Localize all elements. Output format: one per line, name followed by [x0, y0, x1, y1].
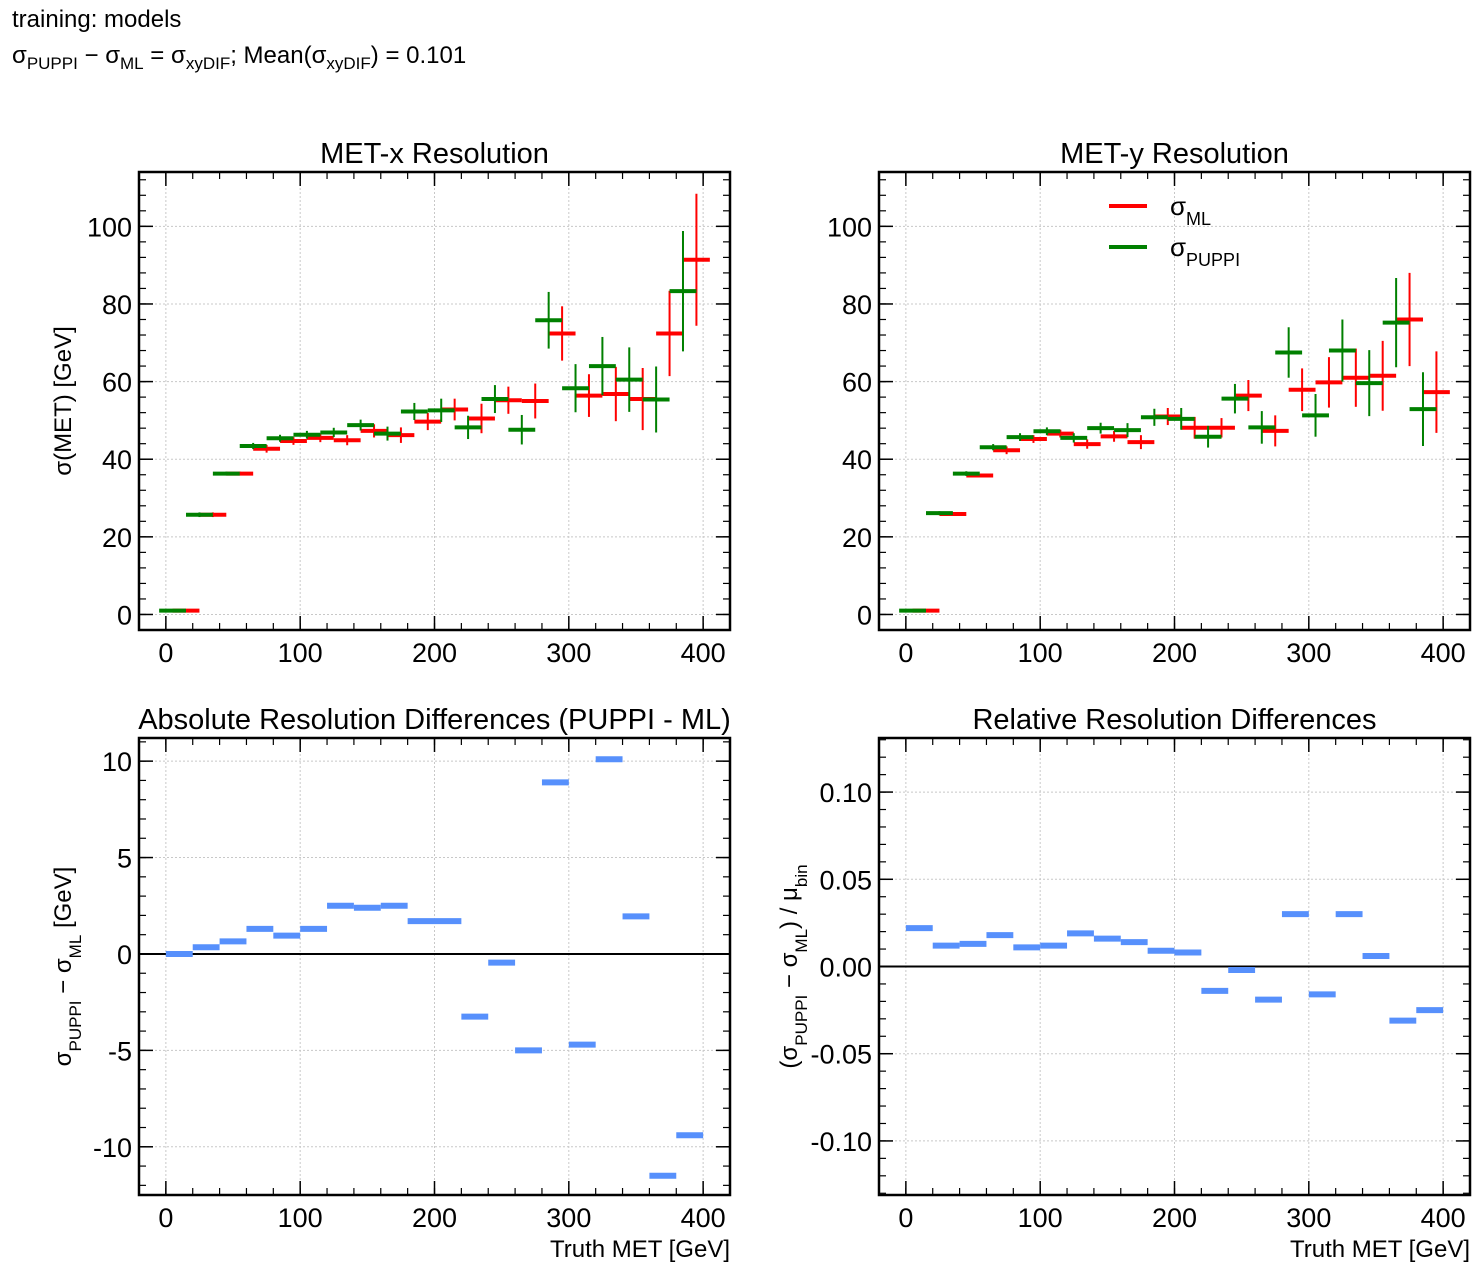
panel-metx-resolution: 0 100 200 300 400 0 20 40 60 80 100 MET-x Resolutio… — [50, 138, 732, 668]
x-tick-label: 200 — [412, 638, 457, 668]
y-tick-label: -0.10 — [810, 1127, 872, 1157]
y-tick-label: 5 — [117, 844, 132, 874]
x-tick-label: 0 — [898, 638, 913, 668]
y-axis-label: σPUPPI − σML [GeV] — [50, 867, 85, 1067]
x-tick-label: 200 — [1152, 638, 1197, 668]
y-tick-label: -5 — [108, 1036, 132, 1066]
panel-title: MET-x Resolution — [320, 138, 549, 170]
y-tick-label: 20 — [102, 523, 132, 553]
y-tick-label: 60 — [842, 368, 872, 398]
y-tick-label: 0.05 — [819, 865, 872, 895]
legend-label-puppi: σPUPPI — [1170, 232, 1240, 270]
x-tick-label: 0 — [158, 1203, 173, 1233]
y-tick-label: 100 — [827, 212, 872, 242]
y-tick-label: -10 — [93, 1133, 132, 1163]
x-tick-label: 300 — [1286, 638, 1331, 668]
x-tick-label: 300 — [1286, 1203, 1331, 1233]
y-tick-label: 0.10 — [819, 778, 872, 808]
y-tick-label: 60 — [102, 368, 132, 398]
x-tick-label: 400 — [681, 1203, 726, 1233]
y-tick-label: 0 — [117, 600, 132, 630]
x-axis-label: Truth MET [GeV] — [1290, 1236, 1470, 1263]
panel-absolute-differences: 0 100 200 300 400 10 5 0 -5 -10 Absolute Resolutio… — [50, 704, 732, 1263]
y-tick-label: 0 — [117, 940, 132, 970]
panel-title: Relative Resolution Differences — [972, 704, 1376, 736]
x-tick-label: 100 — [1018, 1203, 1063, 1233]
figure-subtitle: σPUPPI − σML = σxyDIF; Mean(σxyDIF) = 0.… — [12, 42, 467, 73]
x-tick-label: 0 — [898, 1203, 913, 1233]
x-tick-label: 100 — [1018, 638, 1063, 668]
y-tick-label: 0.00 — [819, 953, 872, 983]
y-tick-label: 40 — [102, 445, 132, 475]
panel-mety-resolution: 0 100 200 300 400 0 20 40 60 80 100 MET-y Resolutio… — [827, 138, 1472, 668]
y-tick-label: 40 — [842, 445, 872, 475]
x-tick-label: 200 — [412, 1203, 457, 1233]
panel-relative-differences: 0 100 200 300 400 0.10 0.05 0.00 -0.05 -0.10 Relat… — [776, 704, 1472, 1263]
x-tick-label: 400 — [1421, 1203, 1466, 1233]
figure-title: training: models — [12, 6, 182, 33]
x-tick-label: 0 — [158, 638, 173, 668]
x-tick-label: 300 — [546, 1203, 591, 1233]
panel-title: Absolute Resolution Differences (PUPPI -… — [138, 704, 731, 736]
y-axis-label: (σPUPPI − σML) / μbin — [776, 864, 811, 1068]
y-axis-label: σ(MET) [GeV] — [50, 326, 77, 475]
x-tick-label: 400 — [681, 638, 726, 668]
y-tick-label: 0 — [857, 600, 872, 630]
y-tick-label: 10 — [102, 747, 132, 777]
y-tick-label: 80 — [102, 290, 132, 320]
y-tick-label: 100 — [87, 212, 132, 242]
x-tick-label: 400 — [1421, 638, 1466, 668]
x-axis-label: Truth MET [GeV] — [550, 1236, 730, 1263]
x-tick-label: 200 — [1152, 1203, 1197, 1233]
panel-title: MET-y Resolution — [1060, 138, 1289, 170]
y-tick-label: 80 — [842, 290, 872, 320]
y-tick-label: -0.05 — [810, 1040, 872, 1070]
x-tick-label: 100 — [278, 638, 323, 668]
x-tick-label: 300 — [546, 638, 591, 668]
x-tick-label: 100 — [278, 1203, 323, 1233]
legend-label-ml: σML — [1170, 191, 1211, 229]
y-tick-label: 20 — [842, 523, 872, 553]
